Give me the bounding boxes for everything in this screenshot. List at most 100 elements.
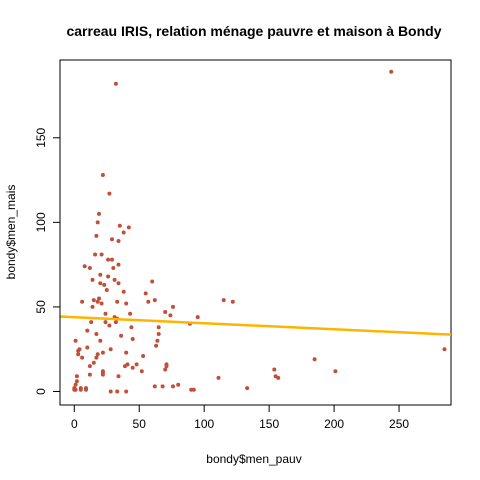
data-point: [84, 388, 88, 392]
y-tick-label: 150: [34, 127, 48, 147]
data-point: [168, 313, 172, 317]
x-tick-label: 200: [324, 417, 344, 431]
data-point: [192, 388, 196, 392]
data-point: [153, 298, 157, 302]
data-point: [113, 278, 117, 282]
data-point: [196, 315, 200, 319]
data-point: [107, 324, 111, 328]
data-point: [163, 310, 167, 314]
data-point: [165, 362, 169, 366]
data-point: [97, 212, 101, 216]
data-point: [333, 369, 337, 373]
data-point: [140, 369, 144, 373]
data-point: [93, 253, 97, 257]
data-point: [146, 300, 150, 304]
data-point: [313, 357, 317, 361]
data-point: [79, 386, 83, 390]
data-point: [276, 376, 280, 380]
data-point: [78, 347, 82, 351]
data-point: [115, 300, 119, 304]
data-point: [75, 374, 79, 378]
data-point: [98, 273, 102, 277]
data-point: [119, 334, 123, 338]
data-point: [128, 312, 132, 316]
data-point: [124, 351, 128, 355]
data-point: [163, 368, 167, 372]
data-point: [88, 364, 92, 368]
x-tick-label: 0: [71, 417, 78, 431]
data-point: [171, 305, 175, 309]
data-point: [122, 231, 126, 235]
data-point: [92, 298, 96, 302]
data-point: [110, 237, 114, 241]
data-point: [102, 283, 106, 287]
data-point: [88, 266, 92, 270]
data-point: [80, 300, 84, 304]
data-point: [89, 320, 93, 324]
data-point: [75, 379, 79, 383]
data-point: [96, 220, 100, 224]
data-point: [83, 264, 87, 268]
data-point: [92, 361, 96, 365]
data-point: [126, 362, 130, 366]
data-point: [98, 281, 102, 285]
data-point: [100, 253, 104, 257]
points-layer: [72, 70, 446, 394]
data-point: [124, 390, 128, 394]
data-point: [131, 366, 135, 370]
data-point: [127, 225, 131, 229]
data-point: [118, 224, 122, 228]
data-point: [157, 325, 161, 329]
data-point: [157, 332, 161, 336]
data-point: [104, 312, 108, 316]
data-point: [144, 291, 148, 295]
data-point: [85, 329, 89, 333]
data-point: [101, 369, 105, 373]
y-axis: 0 50 100 150: [34, 127, 60, 394]
data-point: [114, 82, 118, 86]
data-point: [74, 383, 78, 387]
y-tick-label: 0: [34, 388, 48, 395]
data-point: [98, 339, 102, 343]
data-point: [217, 376, 221, 380]
data-point: [154, 344, 158, 348]
data-point: [171, 384, 175, 388]
data-point: [85, 346, 89, 350]
data-point: [97, 297, 101, 301]
data-point: [106, 258, 110, 262]
y-tick-label: 100: [34, 212, 48, 232]
data-point: [153, 384, 157, 388]
data-point: [100, 302, 104, 306]
data-point: [117, 239, 121, 243]
data-point: [141, 354, 145, 358]
data-point: [272, 368, 276, 372]
data-point: [131, 337, 135, 341]
data-point: [105, 288, 109, 292]
data-point: [110, 258, 114, 262]
data-point: [106, 275, 110, 279]
data-point: [107, 192, 111, 196]
data-point: [96, 352, 100, 356]
y-tick-label: 50: [34, 300, 48, 314]
data-point: [94, 332, 98, 336]
y-axis-label: bondy$men_mais: [4, 185, 18, 280]
x-tick-label: 50: [133, 417, 147, 431]
data-point: [389, 70, 393, 74]
x-tick-label: 250: [389, 417, 409, 431]
data-point: [161, 384, 165, 388]
data-point: [94, 234, 98, 238]
data-point: [115, 390, 119, 394]
x-axis: 0 50 100 150 200 250: [71, 405, 409, 431]
data-point: [80, 356, 84, 360]
data-point: [222, 298, 226, 302]
data-point: [150, 280, 154, 284]
data-point: [245, 386, 249, 390]
data-point: [176, 383, 180, 387]
chart-title: carreau IRIS, relation ménage pauvre et …: [66, 23, 441, 39]
data-point: [88, 373, 92, 377]
data-point: [109, 390, 113, 394]
x-axis-label: bondy$men_pauv: [206, 452, 301, 466]
data-point: [231, 300, 235, 304]
data-point: [117, 263, 121, 267]
